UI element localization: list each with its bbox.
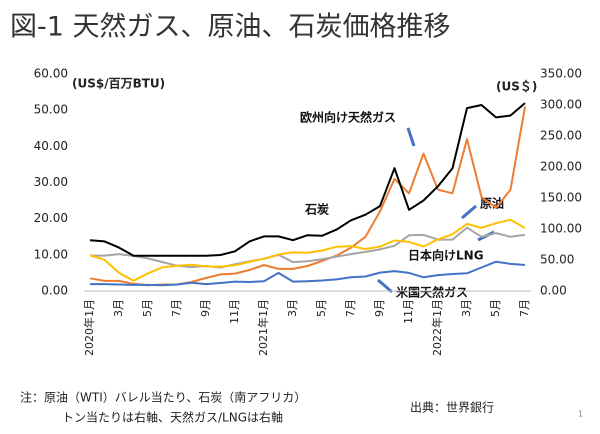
series-label: 米国天然ガス — [396, 285, 468, 300]
x-tick-label: 5月 — [489, 299, 502, 317]
x-tick-label: 3月 — [112, 299, 125, 317]
y-tick-label: 30.00 — [34, 175, 68, 189]
y2-tick-label: 100.00 — [540, 222, 582, 236]
x-tick-label: 7月 — [170, 299, 183, 317]
x-tick-label: 2020年1月 — [82, 299, 96, 356]
y2-tick-label: 350.00 — [540, 67, 582, 81]
series-line — [90, 226, 526, 269]
x-tick-label: 9月 — [199, 299, 212, 317]
chart-title: 図-1 天然ガス、原油、石炭価格推移 — [10, 12, 451, 43]
x-tick-label: 3月 — [460, 299, 473, 317]
arrow — [461, 204, 477, 220]
y2-tick-label: 0.00 — [540, 284, 567, 298]
x-tick-label: 7月 — [518, 299, 531, 317]
x-tick-label: 3月 — [286, 299, 299, 317]
y2-tick-label: 200.00 — [540, 160, 582, 174]
footnote: 注：原油（WTI）バレル当たり、石炭（南アフリカ） — [20, 390, 306, 405]
y-tick-label: 20.00 — [34, 211, 68, 225]
footnote: トン当たりは右軸、天然ガス/LNGは右軸 — [62, 410, 283, 425]
series-line — [90, 260, 526, 287]
x-tick-label: 7月 — [344, 299, 357, 317]
x-tick-label: 11月 — [228, 299, 241, 324]
y-tick-label: 50.00 — [34, 103, 68, 117]
y2-axis-label: (US＄) — [496, 79, 537, 94]
y2-tick-label: 250.00 — [540, 129, 582, 143]
x-tick-label: 5月 — [315, 299, 328, 317]
arrows — [377, 127, 495, 294]
y2-tick-label: 50.00 — [540, 253, 574, 267]
arrow — [406, 127, 416, 147]
series-label: 石炭 — [304, 202, 329, 217]
series-line — [89, 218, 526, 282]
y-tick-label: 40.00 — [34, 139, 68, 153]
x-tick-label: 2022年1月 — [430, 299, 444, 356]
page-number: 1 — [578, 410, 583, 419]
x-tick-label: 11月 — [402, 299, 415, 324]
series-label: 欧州向け天然ガス — [300, 110, 396, 125]
y-tick-label: 0.00 — [41, 284, 68, 298]
y-tick-label: 10.00 — [34, 247, 68, 261]
arrow — [377, 278, 393, 294]
series-label: 日本向けLNG — [408, 248, 484, 263]
y2-tick-label: 300.00 — [540, 98, 582, 112]
series-line — [89, 102, 526, 257]
x-tick-label: 2021年1月 — [256, 299, 270, 356]
y2-tick-label: 150.00 — [540, 191, 582, 205]
y-axis-label: (US$/百万BTU) — [72, 77, 165, 91]
x-tick-label: 5月 — [141, 299, 154, 317]
source: 出典：世界銀行 — [410, 401, 494, 415]
x-tick-label: 9月 — [373, 299, 386, 317]
y-tick-label: 60.00 — [34, 67, 68, 81]
